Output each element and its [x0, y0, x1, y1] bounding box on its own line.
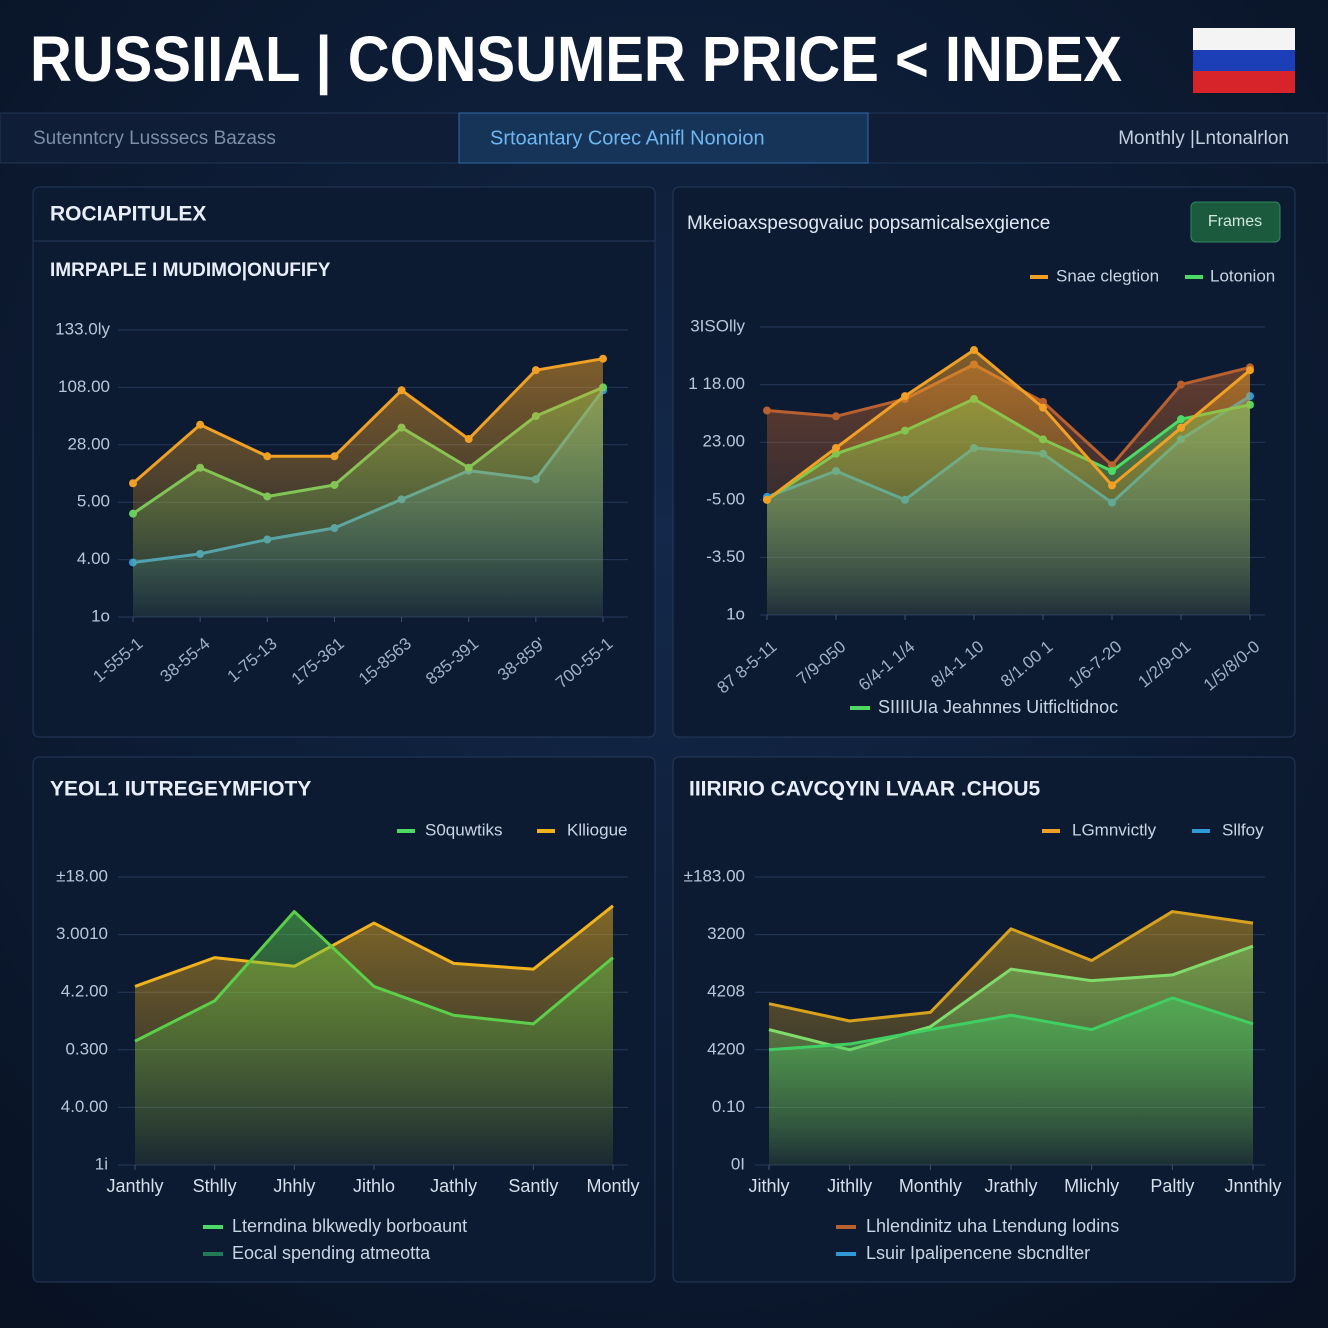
y-tick-label: 1o	[91, 606, 110, 625]
chart-title: Mkeioaxspesogvaiuc popsamicalsexgience	[687, 213, 1050, 234]
x-tick-label: Paltly	[1150, 1176, 1194, 1196]
point	[1108, 461, 1116, 470]
line	[132, 357, 604, 485]
y-tick-label: ±183.00	[684, 866, 745, 885]
point	[330, 452, 339, 461]
x-tick-label: Jithlo	[353, 1176, 395, 1196]
point	[1039, 397, 1047, 406]
point	[763, 406, 771, 415]
y-tick-label: ±18.00	[56, 866, 108, 885]
point	[832, 412, 840, 421]
point	[1108, 467, 1116, 475]
button-label[interactable]: Frames	[1208, 213, 1262, 230]
y-tick-label: 3.0010	[56, 924, 108, 943]
chart-title: YEOL1 IUTREGEYMFIOTY	[50, 778, 311, 801]
note-label: Eocal spending atmeotta	[232, 1243, 431, 1263]
chart-title: IIIRIRIO CAVCQYIN LVAAR .CHOU5	[689, 778, 1041, 801]
y-tick-label: 28.00	[67, 434, 110, 453]
frames-button[interactable]	[1190, 201, 1281, 243]
y-tick-label: 4.0.00	[61, 1097, 108, 1116]
point	[129, 479, 137, 488]
y-tick-label: 133.0ly	[55, 319, 110, 338]
x-tick-label: Montly	[586, 1176, 639, 1196]
point	[1246, 366, 1254, 375]
note-label: Lterndina blkwedly borboaunt	[232, 1216, 467, 1236]
x-tick-label: Sthlly	[193, 1176, 237, 1196]
legend-label: Klliogue	[567, 820, 628, 839]
y-tick-label: 0.300	[65, 1039, 108, 1058]
x-tick-label: Jathly	[430, 1176, 477, 1196]
tab[interactable]: Srtoantary Corec Anifl Nonoion	[490, 127, 765, 149]
y-tick-label: 4.2.00	[61, 982, 108, 1001]
y-tick-label: 108.00	[58, 377, 110, 396]
flag-blue	[1193, 50, 1295, 71]
y-tick-label: 5.00	[77, 492, 110, 511]
point	[970, 346, 978, 355]
point	[397, 386, 406, 395]
point	[1177, 415, 1185, 424]
x-tick-label: Janthly	[106, 1176, 163, 1196]
chart-subtitle: IMRPAPLE I MUDIMO|ONUFIFY	[50, 260, 331, 281]
area	[135, 911, 613, 1165]
area	[769, 997, 1253, 1165]
x-tick-label: Santly	[508, 1176, 558, 1196]
legend-label: LGmnvictly	[1072, 820, 1157, 839]
y-tick-label: 4.00	[77, 549, 110, 568]
y-tick-label: 4200	[707, 1039, 745, 1058]
x-tick-label: Jithlly	[827, 1176, 872, 1196]
tab[interactable]: Sutenntcry Lusssecs Bazass	[33, 128, 276, 149]
line	[134, 904, 614, 988]
y-tick-label: 3200	[707, 924, 745, 943]
y-tick-label: 23.00	[702, 432, 745, 451]
x-tick-label: Jrathly	[984, 1176, 1037, 1196]
point	[1177, 380, 1185, 389]
note-label: Lsuir Ipalipencene sbcndlter	[866, 1243, 1090, 1263]
legend-label: Snae clegtion	[1056, 266, 1159, 285]
y-tick-label: 1o	[726, 604, 745, 623]
point	[832, 443, 840, 452]
legend-label: Lotonion	[1210, 266, 1275, 285]
flag-white	[1193, 28, 1295, 50]
y-tick-label: -3.50	[706, 547, 745, 566]
y-tick-label: 1 18.00	[688, 374, 745, 393]
area	[767, 350, 1250, 615]
legend-label: S0quwtiks	[425, 820, 502, 839]
flag	[1193, 28, 1295, 93]
point	[196, 420, 205, 429]
y-tick-label: 0.10	[712, 1097, 745, 1116]
page-title: RUSSIIAL | CONSUMER PRICE < INDEX	[30, 23, 1122, 96]
point	[531, 366, 540, 375]
point	[901, 392, 909, 401]
x-tick-label: Jithly	[748, 1176, 789, 1196]
point	[1108, 481, 1116, 490]
point	[763, 495, 771, 504]
point	[1177, 423, 1185, 432]
y-tick-label: 4208	[707, 982, 745, 1001]
tab[interactable]: Monthly |Lntonalrlon	[1118, 128, 1289, 149]
chart-title: ROCIAPITULEX	[50, 203, 206, 226]
line	[766, 348, 1251, 501]
x-tick-label: Monthly	[899, 1176, 962, 1196]
line	[768, 996, 1254, 1052]
y-tick-label: 0I	[731, 1154, 745, 1173]
note-label: SIIIIUIa Jeahnnes Uitficltidnoc	[878, 697, 1118, 717]
point	[263, 452, 272, 461]
flag-red	[1193, 71, 1295, 93]
legend-label: Sllfoy	[1222, 820, 1264, 839]
point	[599, 354, 607, 363]
y-tick-label: -5.00	[706, 489, 745, 508]
y-tick-label: 1i	[95, 1154, 108, 1173]
note-label: Lhlendinitz uha Ltendung lodins	[866, 1216, 1119, 1236]
x-tick-label: Mlichly	[1064, 1176, 1119, 1196]
line	[768, 910, 1254, 1023]
x-tick-label: Jhhly	[273, 1176, 315, 1196]
x-tick-label: Jnnthly	[1224, 1176, 1281, 1196]
point	[464, 435, 473, 444]
line	[134, 910, 614, 1043]
active-tab[interactable]	[458, 112, 869, 164]
point	[1039, 403, 1047, 412]
y-tick-label: 3ISOlly	[690, 316, 745, 335]
